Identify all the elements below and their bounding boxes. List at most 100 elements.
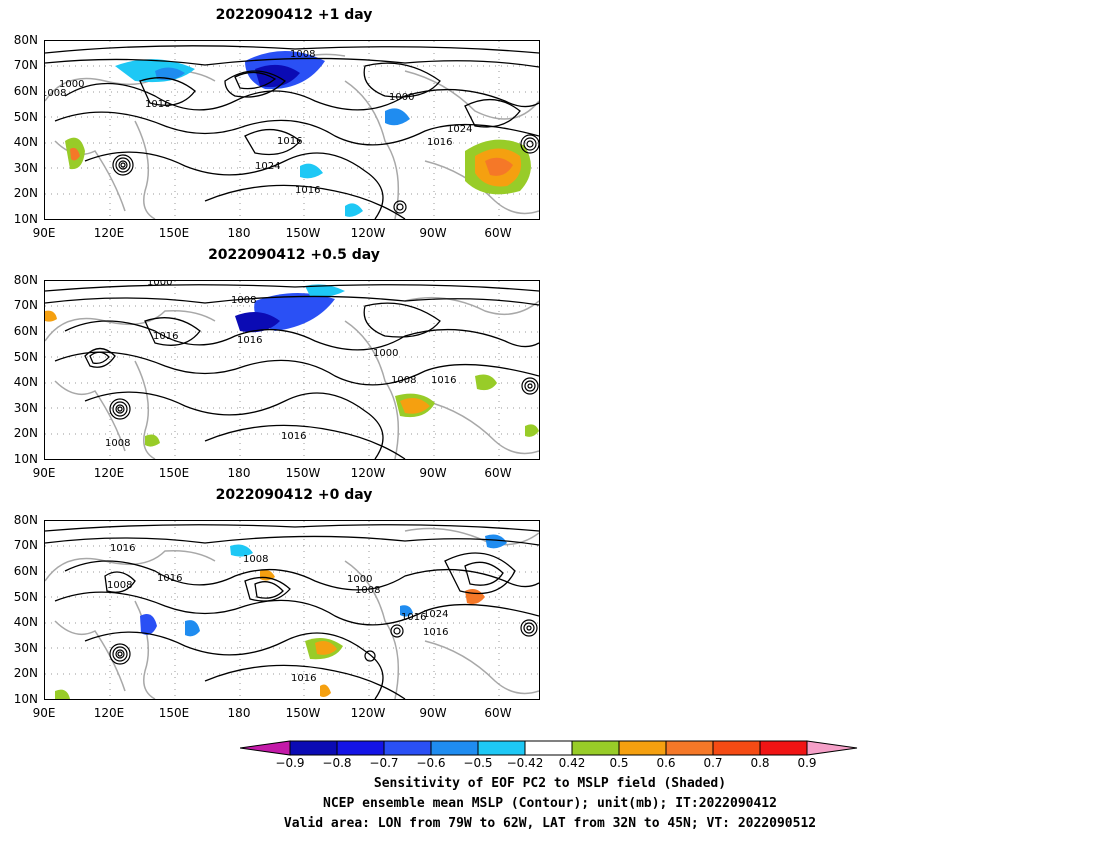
contour-label: 1016	[431, 375, 456, 386]
y-tick-label: 10N	[13, 692, 38, 706]
x-tick-label: 60W	[484, 226, 512, 240]
contour-label: 1016	[277, 136, 302, 147]
y-tick-label: 50N	[13, 110, 38, 124]
contour-label: 1008	[107, 580, 132, 591]
contour-label: 1008	[355, 585, 380, 596]
colorbar-swatch	[712, 740, 761, 756]
caption-line-1: Sensitivity of EOF PC2 to MSLP field (Sh…	[373, 776, 727, 791]
colorbar-swatch	[665, 740, 714, 756]
contour-label: 1016	[237, 335, 262, 346]
panel-title: 2022090412 +1 day	[215, 7, 373, 23]
x-tick-label: 90W	[419, 226, 447, 240]
colorbar-swatch	[571, 740, 620, 756]
contour-label: 1016	[153, 331, 178, 342]
contour-label: 1016	[281, 431, 306, 442]
y-tick-label: 10N	[13, 452, 38, 466]
y-tick-label: 10N	[13, 212, 38, 226]
y-tick-label: 50N	[13, 590, 38, 604]
y-tick-label: 80N	[13, 273, 38, 287]
colorbar-swatch	[383, 740, 432, 756]
x-tick-label: 120W	[350, 226, 386, 240]
panel-title: 2022090412 +0 day	[215, 487, 373, 503]
colorbar-swatch	[759, 740, 808, 756]
x-tick-label: 120W	[350, 706, 386, 720]
y-tick-label: 30N	[13, 401, 38, 415]
y-tick-label: 30N	[13, 641, 38, 655]
y-tick-label: 40N	[13, 375, 38, 389]
x-tick-label: 90W	[419, 706, 447, 720]
x-tick-label: 120W	[350, 466, 386, 480]
panel-title: 2022090412 +0.5 day	[208, 247, 380, 263]
colorbar-label: 0.6	[656, 756, 676, 770]
x-tick-label: 150E	[158, 466, 190, 480]
caption-line-3: Valid area: LON from 79W to 62W, LAT fro…	[283, 816, 817, 831]
y-tick-label: 40N	[13, 615, 38, 629]
colorbar-label: 0.42	[558, 756, 586, 770]
colorbar-swatch	[524, 740, 573, 756]
colorbar-swatch	[430, 740, 479, 756]
colorbar-swatch	[336, 740, 385, 756]
contour-label: 1008	[105, 438, 130, 449]
x-tick-label: 90E	[32, 226, 56, 240]
caption-line-2: NCEP ensemble mean MSLP (Contour); unit(…	[323, 796, 777, 811]
colorbar	[239, 740, 860, 760]
x-tick-label: 180	[227, 706, 251, 720]
colorbar-label: −0.42	[506, 756, 544, 770]
colorbar-label: −0.7	[369, 756, 399, 770]
contour-label: 1016	[291, 673, 316, 684]
y-tick-label: 20N	[13, 186, 38, 200]
colorbar-label: −0.8	[322, 756, 352, 770]
contour-label: 1016	[295, 185, 320, 196]
y-tick-label: 60N	[13, 84, 38, 98]
contour-label: 1008	[231, 295, 256, 306]
x-tick-label: 180	[227, 226, 251, 240]
y-tick-label: 30N	[13, 161, 38, 175]
colorbar-label: 0.5	[609, 756, 629, 770]
contour-label: 1024	[447, 124, 472, 135]
contour-label: 1016	[401, 612, 426, 623]
x-tick-label: 150E	[158, 226, 190, 240]
y-tick-label: 50N	[13, 350, 38, 364]
colorbar-label: −0.9	[275, 756, 305, 770]
contour-label: 1024	[255, 161, 280, 172]
y-tick-label: 20N	[13, 426, 38, 440]
map-panel-plus-0-day: 1016 1008 1008 1016 1000 1008 1016 1024 …	[44, 520, 540, 700]
y-tick-label: 60N	[13, 564, 38, 578]
colorbar-swatch	[289, 740, 338, 756]
x-tick-label: 90W	[419, 466, 447, 480]
y-tick-label: 70N	[13, 58, 38, 72]
x-tick-label: 120E	[93, 466, 125, 480]
colorbar-label: 0.8	[750, 756, 770, 770]
x-tick-label: 120E	[93, 226, 125, 240]
contour-label: 1000	[389, 92, 414, 103]
x-tick-label: 120E	[93, 706, 125, 720]
contour-label: 1000	[147, 281, 172, 288]
x-tick-label: 150W	[285, 706, 321, 720]
contour-label: 1008	[243, 554, 268, 565]
contour-label: 1000	[373, 348, 398, 359]
x-tick-label: 150W	[285, 226, 321, 240]
y-tick-label: 70N	[13, 298, 38, 312]
map-panel-plus-1-day: 1008 1000 1016 1000 1024 1016 1024 1016 …	[41, 40, 540, 220]
colorbar-low-extension	[239, 740, 291, 756]
y-tick-label: 40N	[13, 135, 38, 149]
x-tick-label: 90E	[32, 706, 56, 720]
contour-label: 1024	[423, 609, 448, 620]
contour-label: 1008	[45, 88, 66, 99]
y-tick-label: 80N	[13, 513, 38, 527]
x-tick-label: 90E	[32, 466, 56, 480]
contour-label: 1008	[391, 375, 416, 386]
colorbar-swatch	[618, 740, 667, 756]
contour-label: 1016	[427, 137, 452, 148]
colorbar-high-extension	[806, 740, 858, 756]
colorbar-label: 0.7	[703, 756, 723, 770]
colorbar-label: −0.6	[416, 756, 446, 770]
contour-label: 1016	[423, 627, 448, 638]
x-tick-label: 150W	[285, 466, 321, 480]
contour-label: 1000	[59, 79, 84, 90]
map-panel-plus-0-5-day: 1000 1008 1016 1016 1000 1008 1016 1016 …	[44, 277, 540, 460]
contour-label: 1000	[347, 574, 372, 585]
colorbar-label: 0.9	[797, 756, 817, 770]
contour-label: 1016	[110, 543, 135, 554]
contour-label: 1016	[145, 99, 170, 110]
